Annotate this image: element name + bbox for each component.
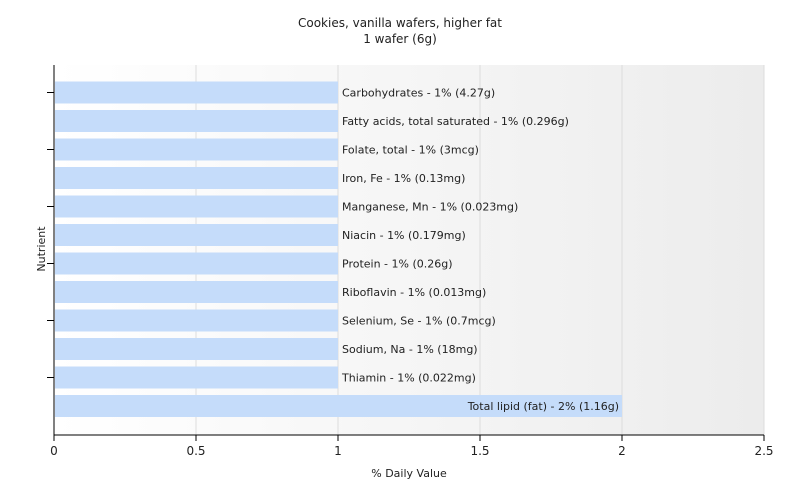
bar	[55, 281, 338, 303]
title-block: Cookies, vanilla wafers, higher fat 1 wa…	[0, 15, 800, 47]
axes: 0 0.5 1 1.5 2 2.5	[47, 65, 774, 458]
bar	[55, 224, 338, 246]
bar	[55, 110, 338, 132]
bar	[55, 167, 338, 189]
bar-label: Sodium, Na - 1% (18mg)	[342, 343, 478, 356]
bar	[55, 138, 338, 161]
x-tick-label: 2.5	[754, 444, 773, 458]
bar	[55, 81, 338, 104]
x-tick-label: 0	[50, 444, 58, 458]
y-axis-title: Nutrient	[35, 226, 48, 272]
bar-label: Total lipid (fat) - 2% (1.16g)	[467, 400, 619, 413]
x-tick-label: 2	[618, 444, 626, 458]
bar-label: Protein - 1% (0.26g)	[342, 258, 453, 271]
x-axis-title: % Daily Value	[371, 467, 447, 480]
x-tick-label: 0.5	[186, 444, 205, 458]
bar-label: Niacin - 1% (0.179mg)	[342, 229, 466, 242]
chart-title: Cookies, vanilla wafers, higher fat	[297, 16, 502, 30]
bar-label: Manganese, Mn - 1% (0.023mg)	[342, 201, 518, 214]
bar-label: Selenium, Se - 1% (0.7mcg)	[342, 315, 496, 328]
bar	[55, 338, 338, 360]
chart-subtitle: 1 wafer (6g)	[363, 32, 437, 46]
bar-label: Thiamin - 1% (0.022mg)	[341, 372, 476, 385]
bar	[55, 395, 622, 417]
bar-label: Folate, total - 1% (3mcg)	[342, 144, 479, 157]
bar-label: Carbohydrates - 1% (4.27g)	[342, 87, 495, 100]
bar-label: Riboflavin - 1% (0.013mg)	[342, 286, 486, 299]
x-tick-label: 1	[334, 444, 342, 458]
bar-label: Fatty acids, total saturated - 1% (0.296…	[342, 115, 569, 128]
bar	[55, 309, 338, 332]
bar	[55, 252, 338, 275]
bars: Carbohydrates - 1% (4.27g) Fatty acids, t…	[55, 81, 622, 417]
bar	[55, 366, 338, 389]
bar-label: Iron, Fe - 1% (0.13mg)	[342, 172, 465, 185]
bar	[55, 195, 338, 218]
x-tick-label: 1.5	[470, 444, 489, 458]
